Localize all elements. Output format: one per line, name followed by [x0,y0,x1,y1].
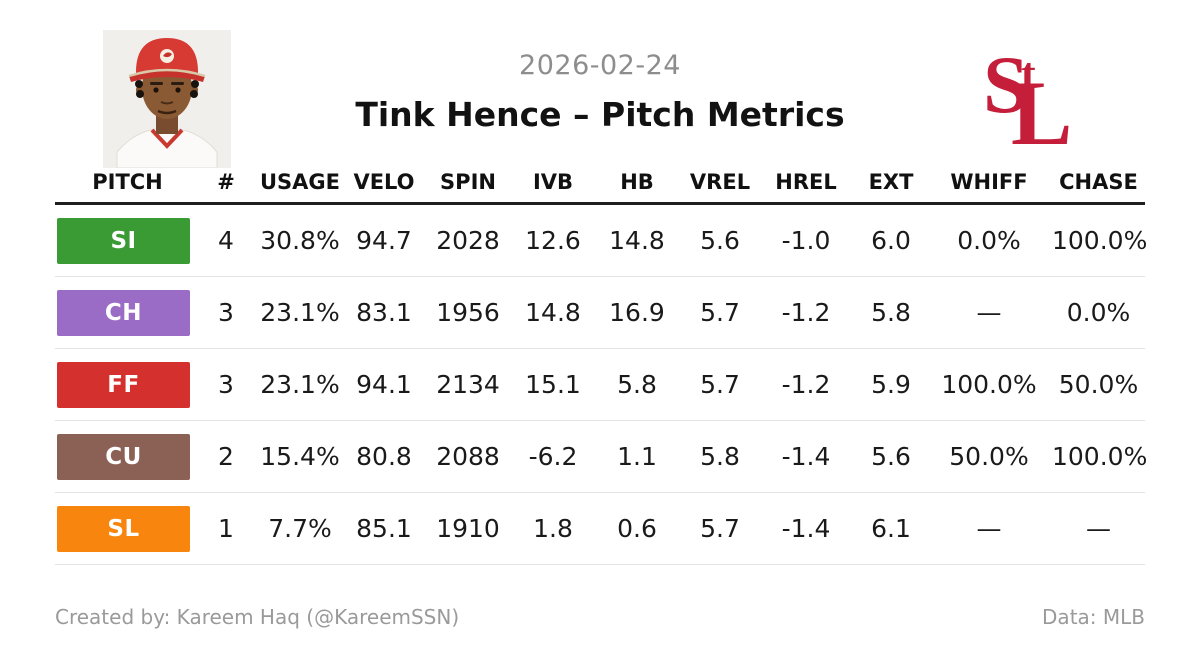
column-header-ext: EXT [868,170,914,194]
column-header-spin: SPIN [440,170,496,194]
column-header-pitch: PITCH [92,170,163,194]
cell-whiff: — [976,514,1002,543]
cell-count: 1 [218,514,234,543]
cell-spin: 2028 [436,226,500,255]
cell-ext: 5.6 [871,442,911,471]
pitch-badge: CH [57,289,190,336]
cell-hrel: -1.2 [781,370,831,399]
pitch-cell: SI [55,217,200,264]
cell-hb: 16.9 [609,298,665,327]
column-header-velo: VELO [353,170,415,194]
pitch-cell: CH [55,289,200,336]
cell-hrel: -1.4 [781,442,831,471]
cell-spin: 1910 [436,514,500,543]
pitch-badge: SL [57,505,190,552]
cell-spin: 2134 [436,370,500,399]
table-body: SI 4 30.8% 94.7 2028 12.6 14.8 5.6 -1.0 … [55,205,1148,565]
cell-usage: 30.8% [260,226,340,255]
cell-ext: 5.9 [871,370,911,399]
cell-velo: 94.1 [356,370,412,399]
page-title: Tink Hence – Pitch Metrics [355,95,845,134]
cell-hb: 1.1 [617,442,657,471]
cell-hrel: -1.0 [781,226,831,255]
table-row: FF 3 23.1% 94.1 2134 15.1 5.8 5.7 -1.2 5… [55,349,1145,421]
cell-chase: 100.0% [1052,226,1148,255]
cardinals-stl-icon: S t L [983,39,1072,164]
cell-ivb: 1.8 [533,514,573,543]
table-row: CH 3 23.1% 83.1 1956 14.8 16.9 5.7 -1.2 … [55,277,1145,349]
cell-whiff: 0.0% [957,226,1021,255]
cell-ext: 6.0 [871,226,911,255]
cell-whiff: 100.0% [941,370,1037,399]
cell-ivb: 14.8 [525,298,581,327]
pitch-badge: CU [57,433,190,480]
cell-count: 3 [218,298,234,327]
cell-vrel: 5.7 [700,370,740,399]
column-header-hrel: HREL [775,170,837,194]
svg-text:S: S [985,40,1029,130]
cell-vrel: 5.6 [700,226,740,255]
cell-count: 3 [218,370,234,399]
cell-spin: 2088 [436,442,500,471]
cell-whiff: 50.0% [949,442,1029,471]
cell-ivb: 15.1 [525,370,581,399]
player-headshot-illustration [103,30,231,169]
column-header-vrel: VREL [689,170,751,194]
cell-chase: 0.0% [1066,298,1131,327]
cell-vrel: 5.7 [700,514,740,543]
cell-velo: 85.1 [356,514,412,543]
cell-usage: 23.1% [260,370,340,399]
cell-count: 2 [218,442,234,471]
cell-ext: 5.8 [871,298,911,327]
team-logo: S t L [983,39,1077,164]
cell-velo: 83.1 [356,298,412,327]
column-header-usage: USAGE [259,170,340,194]
table-header-row: PITCH # USAGE VELO SPIN IVB HB VREL HREL EXT WHIFF… [55,162,1145,205]
table-row: SI 4 30.8% 94.7 2028 12.6 14.8 5.6 -1.0 … [55,205,1148,277]
cell-hb: 0.6 [617,514,657,543]
cell-velo: 94.7 [356,226,412,255]
cell-whiff: — [976,298,1002,327]
data-source-text: Data: MLB [1042,605,1145,629]
cell-hb: 5.8 [617,370,657,399]
cell-usage: 7.7% [268,514,332,543]
cell-chase: 100.0% [1052,442,1148,471]
column-header-chase: CHASE [1059,170,1138,194]
cell-ivb: -6.2 [528,442,578,471]
cell-spin: 1956 [436,298,500,327]
table-row: CU 2 15.4% 80.8 2088 -6.2 1.1 5.8 -1.4 5… [55,421,1148,493]
svg-text:L: L [1011,62,1072,148]
cell-usage: 23.1% [260,298,340,327]
cell-chase: — [1086,514,1111,543]
cell-usage: 15.4% [260,442,340,471]
cell-vrel: 5.7 [700,298,740,327]
pitch-cell: FF [55,361,200,408]
pitch-badge: FF [57,361,190,408]
cell-vrel: 5.8 [700,442,740,471]
column-header-hb: HB [620,170,654,194]
pitch-badge: SI [57,217,190,264]
credit-text: Created by: Kareem Haq (@KareemSSN) [55,605,460,629]
column-header-whiff: WHIFF [950,170,1028,194]
cell-chase: 50.0% [1058,370,1139,399]
cell-hrel: -1.4 [781,514,831,543]
pitch-cell: SL [55,505,200,552]
column-header-num: # [217,170,235,194]
pitch-cell: CU [55,433,200,480]
cell-count: 4 [218,226,234,255]
report-date: 2026-02-24 [519,50,681,81]
cell-hrel: -1.2 [781,298,831,327]
cell-ivb: 12.6 [525,226,581,255]
cell-velo: 80.8 [356,442,412,471]
pitch-metrics-table: PITCH # USAGE VELO SPIN IVB HB VREL HREL EXT WHIFF… [55,162,1148,565]
cell-hb: 14.8 [609,226,665,255]
cell-ext: 6.1 [871,514,911,543]
column-header-ivb: IVB [532,170,574,194]
svg-text:t: t [1021,49,1036,98]
table-row: SL 1 7.7% 85.1 1910 1.8 0.6 5.7 -1.4 6.1… [55,493,1145,565]
player-photo [103,30,231,169]
